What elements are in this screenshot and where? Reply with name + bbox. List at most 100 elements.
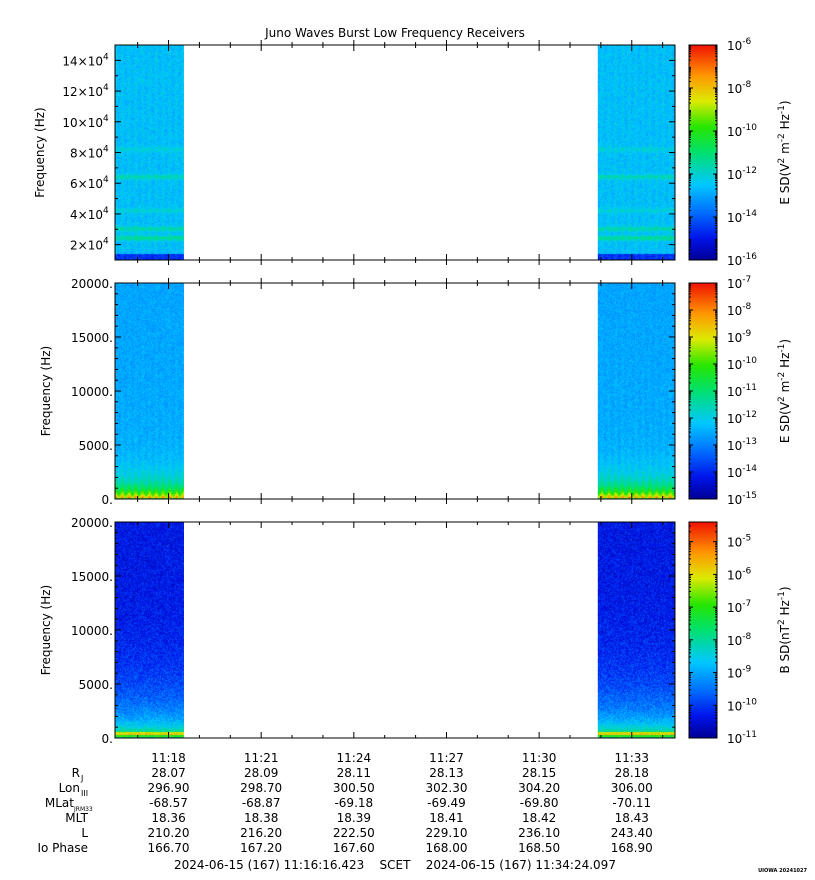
panel-2: Frequency (Hz) 0. 5000. 10000. 15000. 20000. 1… (39, 275, 792, 507)
figure-title: Juno Waves Burst Low Frequency Receivers (264, 26, 525, 40)
colorbar-tick-exponent: -9 (742, 665, 751, 675)
ephemeris-label: R (72, 766, 80, 780)
colorbar-label-part: ) (778, 100, 792, 105)
ephemeris-label: MLat (45, 796, 74, 810)
colorbar-tick-exponent: -10 (742, 697, 757, 707)
y-tick-label: 6×10 (70, 177, 103, 191)
y-tick-label: 4×10 (70, 208, 103, 222)
ephemeris-value: 296.90 (148, 781, 190, 795)
ephemeris-value: 167.60 (333, 841, 375, 855)
colorbar-tick-label: 10-12 (727, 410, 757, 426)
ephemeris-value: 236.10 (518, 826, 560, 840)
colorbar-label: E SD(V2 m-2 Hz-1) (777, 100, 792, 204)
time-tick-label: 11:21 (244, 751, 279, 765)
colorbar-label-part: ) (778, 339, 792, 344)
colorbar-tick-label: 10-16 (727, 252, 757, 268)
colorbar-tick-label: 10-8 (727, 302, 752, 318)
colorbar-tick-exponent: -12 (742, 166, 757, 176)
ephemeris-value: 222.50 (333, 826, 375, 840)
colorbar-tick-label: 10-14 (727, 209, 757, 225)
colorbar (689, 283, 717, 499)
ephemeris-value: 166.70 (148, 841, 190, 855)
ephemeris-label: MLT (65, 811, 88, 825)
footer-stamp: UIOWA 20241027 (758, 868, 807, 874)
y-tick-label: 10000. (71, 385, 113, 399)
colorbar-tick-label: 10-6 (727, 566, 752, 582)
y-tick-exponent: 4 (103, 145, 109, 155)
y-axis-label: Frequency (Hz) (39, 585, 53, 676)
colorbar-label-part: E SD(V (778, 401, 792, 443)
ephemeris-value: 306.00 (611, 781, 653, 795)
y-tick-exponent: 4 (103, 83, 109, 93)
ephemeris-value: 18.38 (244, 811, 278, 825)
y-axis-label: Frequency (Hz) (39, 346, 53, 437)
y-axis-label: Frequency (Hz) (33, 107, 47, 198)
colorbar-label: B SD(nT2 Hz-1) (777, 586, 792, 673)
ephemeris-value: 302.30 (425, 781, 467, 795)
y-tick-label: 14×10 (62, 54, 103, 68)
colorbar-label-part: -1 (777, 105, 787, 114)
ephemeris-value: 18.39 (337, 811, 371, 825)
ephemeris-value: 167.20 (240, 841, 282, 855)
colorbar-label-part: Hz (778, 600, 792, 619)
colorbar-label-part: 2 (777, 619, 787, 625)
colorbar-tick-exponent: -8 (742, 80, 751, 90)
colorbar-label-part: ) (778, 586, 792, 591)
colorbar-tick-label: 10-7 (727, 599, 751, 615)
spectrogram-segment (597, 522, 675, 738)
colorbar-tick-exponent: -15 (742, 491, 757, 501)
colorbar-tick-label: 10-8 (727, 80, 752, 96)
colorbar-tick-label: 10-14 (727, 464, 757, 480)
y-tick-label: 15000. (71, 570, 113, 584)
y-tick-label: 0. (102, 732, 113, 746)
ephemeris-value: 168.50 (518, 841, 560, 855)
ephemeris-label: L (81, 826, 88, 840)
colorbar-tick-label: 10-13 (727, 437, 757, 453)
ephemeris-value: 28.09 (244, 766, 278, 780)
y-tick-label: 2×10 (70, 239, 103, 253)
colorbar-label-part: -2 (777, 372, 787, 381)
colorbar-tick-label: 10-9 (727, 665, 752, 681)
ephemeris-value: 298.70 (240, 781, 282, 795)
y-tick-label: 10×10 (62, 116, 103, 130)
spectrogram-segment (115, 45, 184, 260)
colorbar-tick-label: 10-8 (727, 632, 752, 648)
colorbar-tick-label: 10-7 (727, 275, 751, 291)
y-tick-label: 15000. (71, 331, 113, 345)
colorbar-tick-label: 10-11 (727, 383, 757, 399)
ephemeris-value: 210.20 (148, 826, 190, 840)
ephemeris-label: Lon (59, 781, 80, 795)
ephemeris-value: 243.40 (611, 826, 653, 840)
ephemeris-value: 28.13 (429, 766, 463, 780)
y-tick-label: 12×10 (62, 85, 103, 99)
colorbar-label-part: -1 (777, 591, 787, 600)
y-tick-label: 8×10 (70, 147, 103, 161)
colorbar-tick-exponent: -12 (742, 410, 757, 420)
ephemeris-value: 304.20 (518, 781, 560, 795)
colorbar-tick-exponent: -16 (742, 252, 757, 262)
ephemeris-value: -68.57 (149, 796, 188, 810)
colorbar-tick-exponent: -9 (742, 329, 751, 339)
y-tick-exponent: 4 (103, 52, 109, 62)
colorbar-label: E SD(V2 m-2 Hz-1) (777, 339, 792, 443)
ephemeris-value: -69.49 (427, 796, 466, 810)
colorbar-label-part: 2 (777, 158, 787, 164)
spectrogram-segment (597, 45, 675, 260)
ephemeris-value: 168.00 (425, 841, 467, 855)
colorbar-tick-label: 10-15 (727, 491, 757, 507)
colorbar-label-part: Hz (778, 114, 792, 133)
footer-range: 2024-06-15 (167) 11:16:16.423 SCET 2024-… (174, 858, 616, 872)
y-tick-label: 20000. (71, 516, 113, 530)
colorbar-label-part: m (778, 381, 792, 397)
time-tick-label: 11:30 (522, 751, 557, 765)
ephemeris-value: 18.43 (615, 811, 649, 825)
ephemeris-value: 229.10 (425, 826, 467, 840)
y-tick-exponent: 4 (103, 206, 109, 216)
ephemeris-value: -68.87 (242, 796, 281, 810)
colorbar-tick-label: 10-10 (727, 123, 757, 139)
colorbar-label-part: 2 (777, 396, 787, 402)
panel-1: Frequency (Hz)2×10 44×10 46×10 48×10 410×10 4… (33, 37, 792, 268)
colorbar-label-part: -1 (777, 344, 787, 353)
colorbar-tick-label: 10-10 (727, 356, 757, 372)
